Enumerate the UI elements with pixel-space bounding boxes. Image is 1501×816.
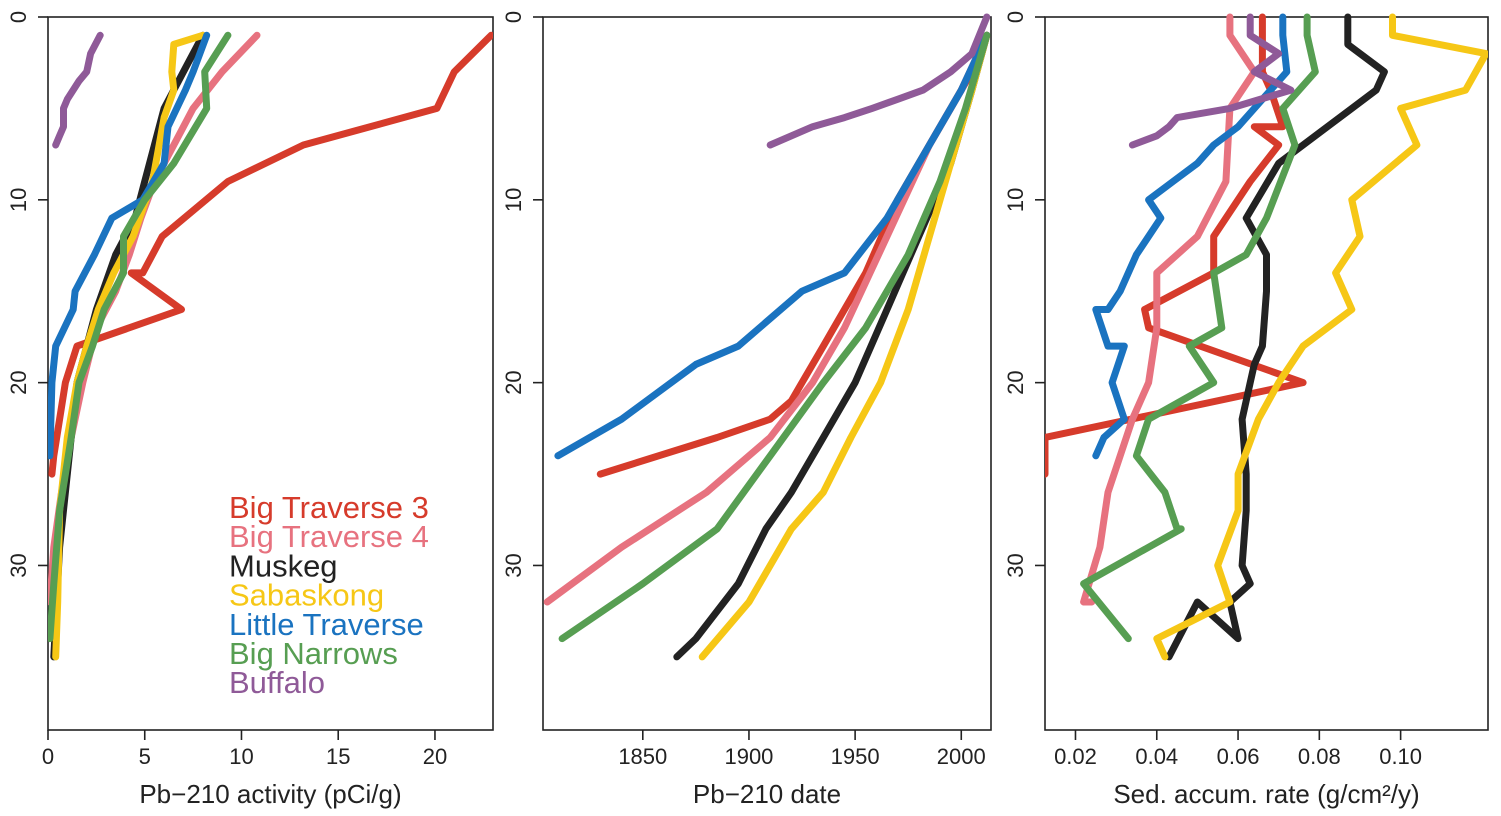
activity-x-tick-label: 10 — [229, 744, 253, 769]
legend-entry-buffalo: Buffalo — [229, 665, 325, 700]
activity-series-big-traverse-3 — [48, 31, 493, 478]
rate-x-tick-label: 0.02 — [1054, 744, 1097, 769]
activity-y-tick-label: 10 — [6, 188, 31, 212]
activity-series-buffalo — [52, 31, 104, 149]
rate-y-tick-label: 20 — [1003, 370, 1028, 394]
accumulation-rate-panel: 0.02 0.04 0.06 0.08 0.10 0 10 20 30 Sed. accum. r… — [1003, 11, 1489, 809]
date-y-tick-label: 30 — [501, 553, 526, 577]
legend-entry-big-narrows: Big Narrows — [229, 636, 398, 671]
rate-x-tick-label: 0.08 — [1298, 744, 1341, 769]
activity-x-axis-title: Pb−210 activity (pCi/g) — [139, 779, 401, 809]
legend-entry-little-traverse: Little Traverse — [229, 607, 424, 642]
date-panel: 1850 1900 1950 2000 0 10 20 30 Pb−210 date — [501, 11, 992, 809]
date-y-tick-label: 0 — [501, 11, 526, 23]
rate-y-tick-label: 10 — [1003, 188, 1028, 212]
rate-x-tick-label: 0.10 — [1379, 744, 1422, 769]
rate-series-little-traverse — [1092, 13, 1291, 460]
rate-series-group — [1045, 13, 1488, 661]
rate-y-tick-label: 0 — [1003, 11, 1028, 23]
activity-plot-frame — [47, 16, 494, 731]
activity-x-tick-label: 15 — [326, 744, 350, 769]
legend-entry-big-traverse-4: Big Traverse 4 — [229, 519, 429, 554]
date-series-buffalo — [766, 13, 991, 149]
date-y-tick-label: 10 — [501, 188, 526, 212]
rate-x-tick-label: 0.04 — [1135, 744, 1178, 769]
rate-series-big-narrows — [1080, 13, 1319, 643]
activity-series-big-narrows — [48, 31, 232, 643]
activity-x-tick-label: 5 — [139, 744, 151, 769]
rate-plot-frame — [1044, 16, 1489, 731]
legend-entry-big-traverse-3: Big Traverse 3 — [229, 490, 429, 525]
legend-entry-sabaskong: Sabaskong — [229, 578, 384, 613]
date-plot-frame — [542, 16, 992, 731]
date-x-axis-title: Pb−210 date — [693, 779, 841, 809]
rate-series-muskeg — [1165, 13, 1388, 661]
activity-y-tick-label: 20 — [6, 370, 31, 394]
date-x-tick-label: 1950 — [831, 744, 880, 769]
activity-y-tick-label: 30 — [6, 553, 31, 577]
date-x-tick-label: 2000 — [937, 744, 986, 769]
legend-entry-muskeg: Muskeg — [229, 548, 338, 583]
activity-series-group — [48, 31, 493, 661]
date-x-tick-label: 1900 — [724, 744, 773, 769]
rate-x-tick-label: 0.06 — [1217, 744, 1260, 769]
activity-x-tick-label: 20 — [423, 744, 447, 769]
activity-x-tick-label: 0 — [42, 744, 54, 769]
activity-panel: 0 5 10 15 20 0 10 20 30 Pb−210 activity (pCi/g) — [6, 11, 494, 809]
rate-series-big-traverse-4 — [1080, 13, 1258, 606]
date-x-tick-label: 1850 — [618, 744, 667, 769]
date-series-little-traverse — [554, 31, 991, 460]
rate-y-tick-label: 30 — [1003, 553, 1028, 577]
rate-x-axis-title: Sed. accum. rate (g/cm²/y) — [1113, 779, 1419, 809]
activity-y-tick-label: 0 — [6, 11, 31, 23]
date-y-tick-label: 20 — [501, 370, 526, 394]
date-series-group — [543, 13, 991, 661]
date-series-big-narrows — [558, 31, 991, 643]
activity-series-little-traverse — [48, 31, 211, 460]
rate-series-sabaskong — [1153, 13, 1488, 661]
rate-series-buffalo — [1128, 13, 1295, 149]
